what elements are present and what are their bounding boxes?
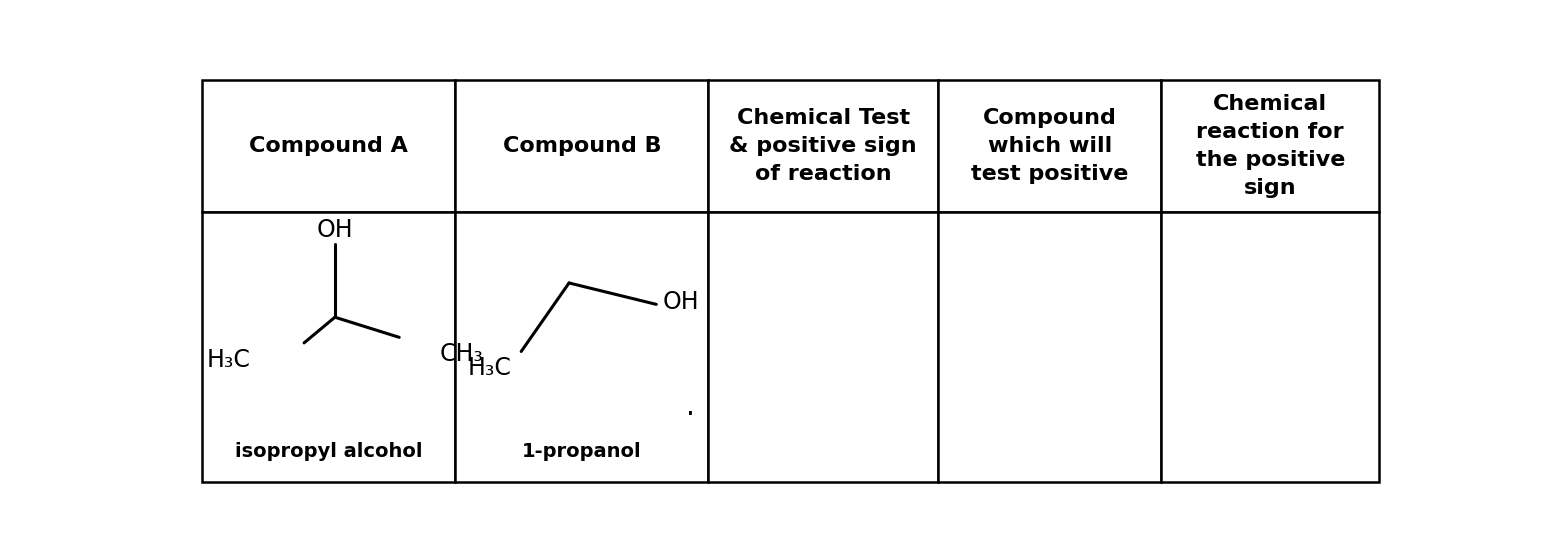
Text: Compound A: Compound A	[250, 136, 409, 156]
FancyBboxPatch shape	[202, 212, 455, 482]
Text: isopropyl alcohol: isopropyl alcohol	[235, 441, 423, 460]
FancyBboxPatch shape	[938, 80, 1162, 212]
FancyBboxPatch shape	[202, 80, 455, 212]
Text: OH: OH	[316, 219, 353, 242]
Text: 1-propanol: 1-propanol	[522, 441, 642, 460]
Text: .: .	[687, 393, 694, 421]
FancyBboxPatch shape	[1162, 212, 1379, 482]
FancyBboxPatch shape	[455, 212, 708, 482]
Text: CH₃: CH₃	[440, 341, 485, 366]
FancyBboxPatch shape	[455, 80, 708, 212]
Text: OH: OH	[662, 290, 699, 314]
Text: Chemical
reaction for
the positive
sign: Chemical reaction for the positive sign	[1196, 94, 1345, 198]
Text: Compound B: Compound B	[503, 136, 662, 156]
FancyBboxPatch shape	[708, 80, 938, 212]
Text: H₃C: H₃C	[207, 348, 250, 372]
Text: Chemical Test
& positive sign
of reaction: Chemical Test & positive sign of reactio…	[730, 108, 917, 184]
Text: H₃C: H₃C	[468, 356, 512, 380]
FancyBboxPatch shape	[708, 212, 938, 482]
Text: Compound
which will
test positive: Compound which will test positive	[971, 108, 1128, 184]
FancyBboxPatch shape	[938, 212, 1162, 482]
FancyBboxPatch shape	[1162, 80, 1379, 212]
